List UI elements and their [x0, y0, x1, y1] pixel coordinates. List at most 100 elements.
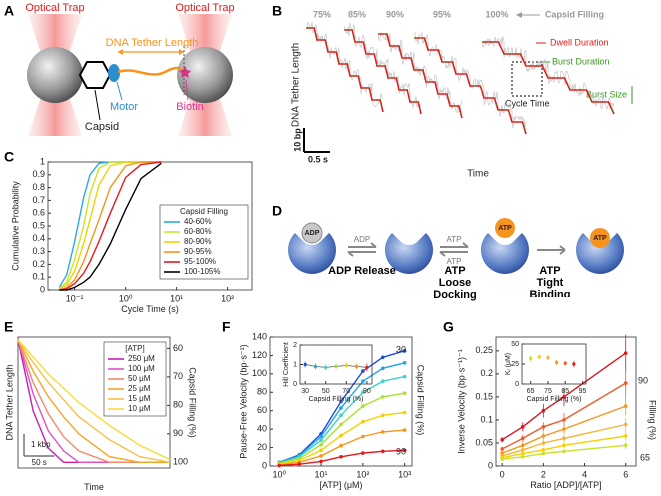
motor-subunit: [385, 233, 433, 274]
y-tick-label: 0.25: [475, 345, 493, 355]
marker: [324, 365, 328, 370]
marker: [361, 379, 365, 384]
marker: [500, 457, 504, 461]
series-line: [279, 362, 405, 463]
y-tick-label: 0: [40, 284, 45, 294]
y-axis-label: Inverse Velocity (bp·s⁻¹)⁻¹: [456, 349, 466, 454]
marker: [572, 362, 576, 366]
trace-raw: [343, 23, 422, 108]
y-tick-label: 0: [262, 460, 267, 470]
annotation: 90: [638, 375, 648, 385]
marker: [365, 365, 369, 370]
marker: [380, 395, 385, 399]
y-axis-label: Cumulative Probability: [10, 181, 20, 271]
y-axis-label: Pause-Free Velocity (bp·s⁻¹): [238, 344, 248, 458]
x-tick-label: 85: [561, 388, 569, 395]
y-tick-label: 0.9: [32, 169, 45, 179]
legend-label: 100 μM: [128, 364, 155, 373]
marker: [361, 390, 365, 395]
dna: [117, 66, 186, 76]
marker: [562, 449, 566, 454]
marker: [339, 399, 343, 404]
panel-label: G: [443, 319, 454, 335]
scale-label: 10 bp: [292, 128, 302, 152]
y-tick-label: 2: [293, 342, 297, 349]
x-axis-label: Time: [467, 169, 489, 180]
marker: [500, 451, 504, 455]
panel-b: DNA Tether Length Time 75% 85% 90% 95% 1…: [291, 9, 633, 180]
legend-label: 50 μM: [128, 374, 151, 383]
y-tick-label: 0.4: [32, 233, 45, 243]
y-tick-label: 20: [257, 442, 267, 452]
marker: [562, 436, 566, 441]
marker: [319, 443, 323, 447]
legend-label: 10 μM: [128, 404, 151, 413]
y2-tick-label: 60: [173, 343, 183, 353]
marker: [380, 379, 385, 384]
legend-label: 15 μM: [128, 394, 151, 403]
y-tick-label: 100: [252, 368, 267, 378]
filling-label: 100%: [485, 9, 508, 19]
marker: [541, 425, 546, 429]
marker: [319, 459, 323, 464]
legend-title: Capsid Filling: [180, 207, 228, 216]
marker: [297, 462, 302, 466]
y-tick-label: 0: [515, 381, 519, 388]
marker: [562, 443, 566, 448]
series-line: [59, 161, 162, 291]
motor-subunit: [288, 233, 336, 274]
arrow-head: [516, 12, 522, 18]
y-tick-label: 25: [511, 361, 519, 368]
marker: [562, 395, 566, 399]
marker: [380, 366, 385, 371]
legend-label: 40-60%: [184, 217, 212, 226]
marker: [623, 381, 628, 385]
marker: [520, 454, 525, 459]
x-tick-label: 10⁰: [272, 469, 286, 479]
motor-subunit: [576, 233, 624, 274]
marker: [520, 425, 525, 429]
annotation: Burst Size: [586, 89, 627, 99]
step-label: ATP Tight Binding: [529, 265, 571, 297]
panel-label: B: [272, 3, 282, 19]
series-line: [17, 339, 170, 463]
marker: [402, 374, 407, 379]
x-axis-label: [ATP] (μM): [319, 480, 362, 490]
panel-a: Optical Trap Optical Trap DNA Tether Len…: [25, 2, 235, 136]
marker: [277, 463, 282, 468]
legend-label: 80-90%: [184, 237, 212, 246]
y-axis-label: DNA Tether Length: [4, 365, 14, 441]
marker: [344, 363, 348, 368]
x-tick-label: 65: [527, 388, 535, 395]
annotation: 30: [396, 344, 406, 354]
marker: [402, 391, 407, 396]
trace-fit: [482, 41, 615, 115]
pointer: [116, 81, 123, 101]
marker: [520, 448, 525, 452]
scale-label: 1 kbp: [31, 440, 51, 449]
marker: [500, 437, 504, 442]
marker: [361, 434, 365, 439]
x-axis-label: Capsid Filling (%): [309, 396, 364, 403]
y-tick-label: 1: [293, 361, 297, 368]
x-tick-label: 30: [301, 388, 309, 395]
trace-raw: [413, 32, 527, 129]
marker: [354, 364, 359, 369]
ligand: ATP: [447, 257, 462, 266]
marker: [339, 406, 343, 410]
scale-label: 0.5 s: [308, 154, 328, 164]
marker: [402, 361, 407, 365]
filling-title: Capsid Filling: [545, 9, 604, 19]
y-tick-label: 0.05: [475, 437, 493, 447]
atp: [495, 218, 515, 238]
annotation: Dwell Duration: [550, 37, 609, 47]
y-tick-label: 0.3: [32, 246, 45, 256]
marker: [313, 364, 318, 369]
marker: [402, 410, 407, 415]
y-tick-label: 0.1: [480, 414, 493, 424]
arrows: [347, 242, 566, 257]
x-tick-label: 4: [582, 469, 587, 479]
cycle-box: [511, 61, 543, 97]
marker: [402, 349, 407, 353]
